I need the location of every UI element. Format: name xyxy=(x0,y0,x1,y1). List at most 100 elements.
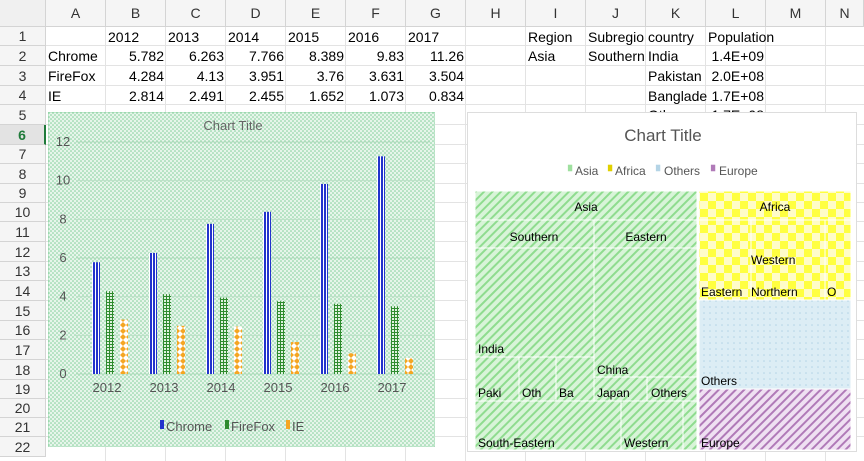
bar-chrome-2017[interactable] xyxy=(377,156,385,374)
column-header-j[interactable]: J xyxy=(586,0,646,27)
row-header-21[interactable]: 21 xyxy=(0,418,46,437)
cell-e4[interactable]: 1.652 xyxy=(308,88,344,104)
cell-c3[interactable]: 4.13 xyxy=(196,68,224,84)
row-header-5[interactable]: 5 xyxy=(0,105,46,125)
cell-i1[interactable]: Region xyxy=(528,29,573,45)
column-header-m[interactable]: M xyxy=(766,0,826,27)
column-header-d[interactable]: D xyxy=(226,0,286,27)
cell-k3[interactable]: Pakistan xyxy=(648,68,702,84)
cell-b3[interactable]: 4.284 xyxy=(128,68,164,84)
bar-firefox-2012[interactable] xyxy=(106,291,114,374)
row-header-16[interactable]: 16 xyxy=(0,321,46,340)
bar-firefox-2014[interactable] xyxy=(220,297,228,374)
row-header-3[interactable]: 3 xyxy=(0,66,46,86)
treemap-asia-header[interactable] xyxy=(474,190,698,221)
select-all-corner[interactable] xyxy=(0,0,46,27)
cell-d3[interactable]: 3.951 xyxy=(248,68,284,84)
bar-ie-2014[interactable] xyxy=(234,326,242,374)
cell-k4[interactable]: Banglade xyxy=(648,88,708,104)
row-header-18[interactable]: 18 xyxy=(0,360,46,380)
cell-k2[interactable]: India xyxy=(648,48,679,64)
cell-g2[interactable]: 11.26 xyxy=(430,48,464,64)
cell-c4[interactable]: 2.491 xyxy=(188,88,224,104)
cell-e2[interactable]: 8.389 xyxy=(308,48,344,64)
column-header-i[interactable]: I xyxy=(526,0,586,27)
bar-chrome-2015[interactable] xyxy=(263,211,271,374)
column-header-n[interactable]: N xyxy=(826,0,864,27)
cell-k1[interactable]: country xyxy=(648,29,694,45)
row-header-19[interactable]: 19 xyxy=(0,380,46,399)
column-header-k[interactable]: K xyxy=(646,0,706,27)
bar-ie-2016[interactable] xyxy=(348,353,356,374)
bar-ie-2015[interactable] xyxy=(291,342,299,374)
cell-l2[interactable]: 1.4E+09 xyxy=(711,48,764,64)
bar-firefox-2013[interactable] xyxy=(163,294,171,374)
column-header-b[interactable]: B xyxy=(106,0,166,27)
cell-j1[interactable]: Subregio xyxy=(588,29,645,45)
treemap-china[interactable] xyxy=(593,247,698,378)
treemap-western-asia[interactable] xyxy=(620,400,684,451)
bar-chrome-2012[interactable] xyxy=(92,262,100,374)
treemap-oth[interactable] xyxy=(518,356,557,402)
cell-f3[interactable]: 3.631 xyxy=(368,68,404,84)
cell-f4[interactable]: 1.073 xyxy=(368,88,404,104)
cell-a2[interactable]: Chrome xyxy=(48,48,98,64)
bar-chrome-2016[interactable] xyxy=(320,183,328,374)
bar-ie-2013[interactable] xyxy=(177,325,185,374)
cell-l4[interactable]: 1.7E+08 xyxy=(711,88,764,104)
bar-ie-2017[interactable] xyxy=(405,357,413,374)
row-header-8[interactable]: 8 xyxy=(0,164,46,184)
row-header-13[interactable]: 13 xyxy=(0,262,46,281)
column-header-f[interactable]: F xyxy=(346,0,406,27)
row-header-6[interactable]: 6 xyxy=(0,125,46,145)
cell-d2[interactable]: 7.766 xyxy=(248,48,284,64)
row-header-2[interactable]: 2 xyxy=(0,46,46,66)
treemap-eastern-africa[interactable] xyxy=(698,219,752,301)
row-header-1[interactable]: 1 xyxy=(0,27,46,46)
treemap-asia-small[interactable] xyxy=(682,400,698,451)
cell-f2[interactable]: 9.83 xyxy=(376,48,404,64)
cell-a4[interactable]: IE xyxy=(48,88,62,104)
cell-e3[interactable]: 3.76 xyxy=(316,68,344,84)
row-header-7[interactable]: 7 xyxy=(0,145,46,164)
legend-chrome[interactable]: Chrome xyxy=(166,419,212,434)
cell-g4[interactable]: 0.834 xyxy=(428,88,464,104)
row-header-10[interactable]: 10 xyxy=(0,203,46,222)
cell-d4[interactable]: 2.455 xyxy=(248,88,284,104)
treemap-chart[interactable]: Chart Title ▘ Asia ▘ Africa ▘ Others ▘ E… xyxy=(467,112,857,452)
cell-i2[interactable]: Asia xyxy=(528,48,556,64)
cell-g3[interactable]: 3.504 xyxy=(428,68,464,84)
row-header-12[interactable]: 12 xyxy=(0,242,46,262)
column-header-l[interactable]: L xyxy=(706,0,766,27)
column-header-c[interactable]: C xyxy=(166,0,226,27)
bar-firefox-2015[interactable] xyxy=(277,301,285,374)
row-header-15[interactable]: 15 xyxy=(0,301,46,321)
bar-firefox-2016[interactable] xyxy=(334,303,342,374)
cell-f1[interactable]: 2016 xyxy=(348,29,380,45)
bar-firefox-2017[interactable] xyxy=(391,306,399,374)
cell-j2[interactable]: Southern xyxy=(588,48,645,64)
cell-l3[interactable]: 2.0E+08 xyxy=(711,68,764,84)
treemap-south-eastern[interactable] xyxy=(474,400,622,451)
row-header-14[interactable]: 14 xyxy=(0,281,46,301)
legend-ie[interactable]: IE xyxy=(292,419,305,434)
column-header-e[interactable]: E xyxy=(286,0,346,27)
cell-d1[interactable]: 2014 xyxy=(228,29,260,45)
cell-b1[interactable]: 2012 xyxy=(108,29,140,45)
row-header-22[interactable]: 22 xyxy=(0,437,46,457)
cell-c1[interactable]: 2013 xyxy=(168,29,200,45)
row-header-4[interactable]: 4 xyxy=(0,86,46,105)
bar-chrome-2014[interactable] xyxy=(206,223,214,374)
row-header-11[interactable]: 11 xyxy=(0,222,46,242)
row-header-17[interactable]: 17 xyxy=(0,340,46,360)
bar-chart[interactable]: Chart Title 0 2 4 6 8 10 12 2012 2013 2014 2015 20… xyxy=(47,111,436,448)
treemap-india[interactable] xyxy=(474,247,595,358)
row-header-9[interactable]: 9 xyxy=(0,184,46,203)
column-header-h[interactable]: H xyxy=(466,0,526,27)
cell-e1[interactable]: 2015 xyxy=(288,29,320,45)
treemap-others[interactable] xyxy=(698,299,852,390)
legend-firefox[interactable]: FireFox xyxy=(231,419,276,434)
cell-b4[interactable]: 2.814 xyxy=(128,88,164,104)
treemap-eastern-header[interactable] xyxy=(593,219,698,249)
treemap-bangladesh[interactable] xyxy=(555,356,595,402)
